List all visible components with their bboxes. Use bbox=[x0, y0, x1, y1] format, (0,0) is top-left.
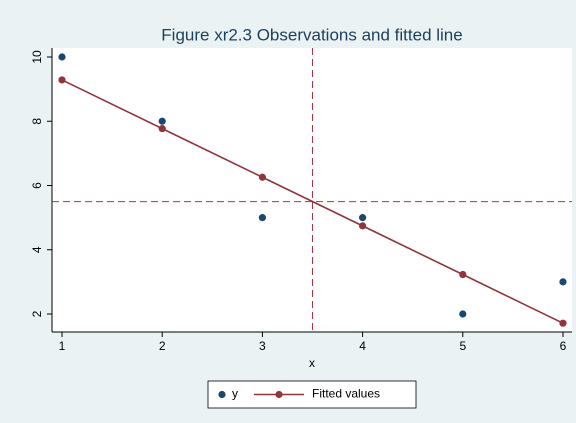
point bbox=[459, 270, 467, 279]
x-tick-label: 4 bbox=[359, 339, 366, 353]
point bbox=[58, 76, 66, 84]
point bbox=[258, 214, 267, 222]
y-tick-label: 4 bbox=[30, 246, 44, 253]
x-tick-label: 6 bbox=[560, 339, 567, 353]
y-tick-label: 10 bbox=[30, 50, 44, 64]
legend-label: y bbox=[232, 387, 238, 401]
x-tick-label: 1 bbox=[59, 339, 66, 353]
legend-marker bbox=[218, 390, 226, 399]
point bbox=[358, 214, 367, 222]
legend-label: Fitted values bbox=[312, 387, 380, 401]
y-tick-label: 8 bbox=[30, 118, 44, 125]
x-tick-label: 3 bbox=[259, 339, 266, 353]
y-tick-label: 2 bbox=[30, 310, 44, 317]
x-tick-label: 5 bbox=[459, 339, 466, 353]
point bbox=[358, 222, 367, 230]
point bbox=[559, 278, 567, 286]
x-axis-label: x bbox=[309, 356, 315, 370]
x-tick-label: 2 bbox=[159, 339, 166, 353]
y-tick-label: 6 bbox=[30, 182, 44, 189]
fitted-line bbox=[61, 79, 564, 324]
legend-marker bbox=[275, 390, 283, 399]
legend bbox=[207, 380, 417, 409]
point bbox=[559, 319, 567, 327]
point bbox=[158, 125, 166, 133]
point bbox=[459, 310, 467, 318]
point bbox=[58, 53, 66, 61]
chart-title: Figure xr2.3 Observations and fitted lin… bbox=[161, 25, 462, 44]
point bbox=[258, 173, 267, 181]
point bbox=[158, 117, 166, 125]
